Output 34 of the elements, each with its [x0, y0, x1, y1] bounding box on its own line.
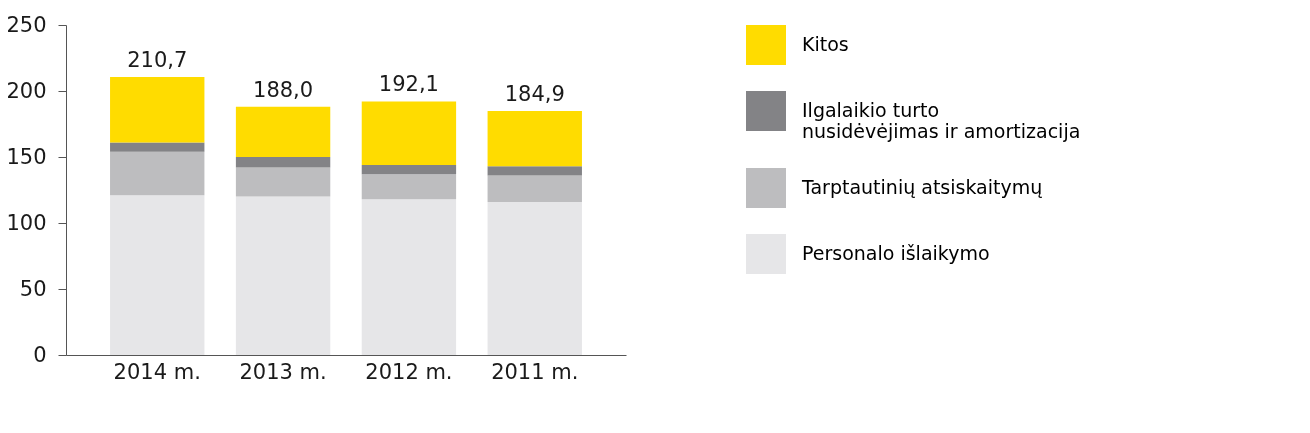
y-tick-label: 0 [33, 342, 47, 367]
y-tick-label: 150 [6, 144, 47, 169]
bar [110, 195, 205, 355]
x-tick-label: 2013 m. [239, 359, 327, 384]
bar [235, 106, 331, 157]
bar [361, 101, 457, 165]
total-label: 184,9 [504, 81, 565, 106]
y-tick-label: 100 [6, 210, 47, 235]
legend-label: Ilgalaikio turto nusidėvėjimas ir amortizacija [802, 99, 1081, 142]
total-label: 210,7 [127, 47, 188, 72]
bar [235, 157, 331, 168]
bar [487, 175, 582, 202]
bar [110, 151, 205, 196]
y-tick-label: 200 [6, 78, 47, 103]
total-label: 188,0 [253, 77, 314, 102]
bar [110, 142, 205, 152]
y-tick-label: 50 [19, 276, 47, 301]
bar [235, 167, 331, 197]
bar [361, 164, 457, 175]
bar [361, 174, 457, 200]
y-tick-label: 250 [6, 12, 47, 37]
bar [235, 196, 331, 355]
bar [487, 201, 582, 355]
x-tick-label: 2011 m. [491, 359, 579, 384]
total-label: 192,1 [378, 72, 439, 97]
bar [487, 166, 582, 176]
x-tick-label: 2014 m. [113, 359, 201, 384]
legend-label: Tarptautinių atsiskaitymų [801, 176, 1043, 198]
bar [487, 110, 582, 167]
x-tick-label: 2012 m. [365, 359, 453, 384]
legend-label: Personalo išlaikymo [802, 242, 990, 264]
bar [110, 76, 205, 143]
bar [361, 199, 457, 355]
legend-label: Kitos [802, 33, 849, 55]
